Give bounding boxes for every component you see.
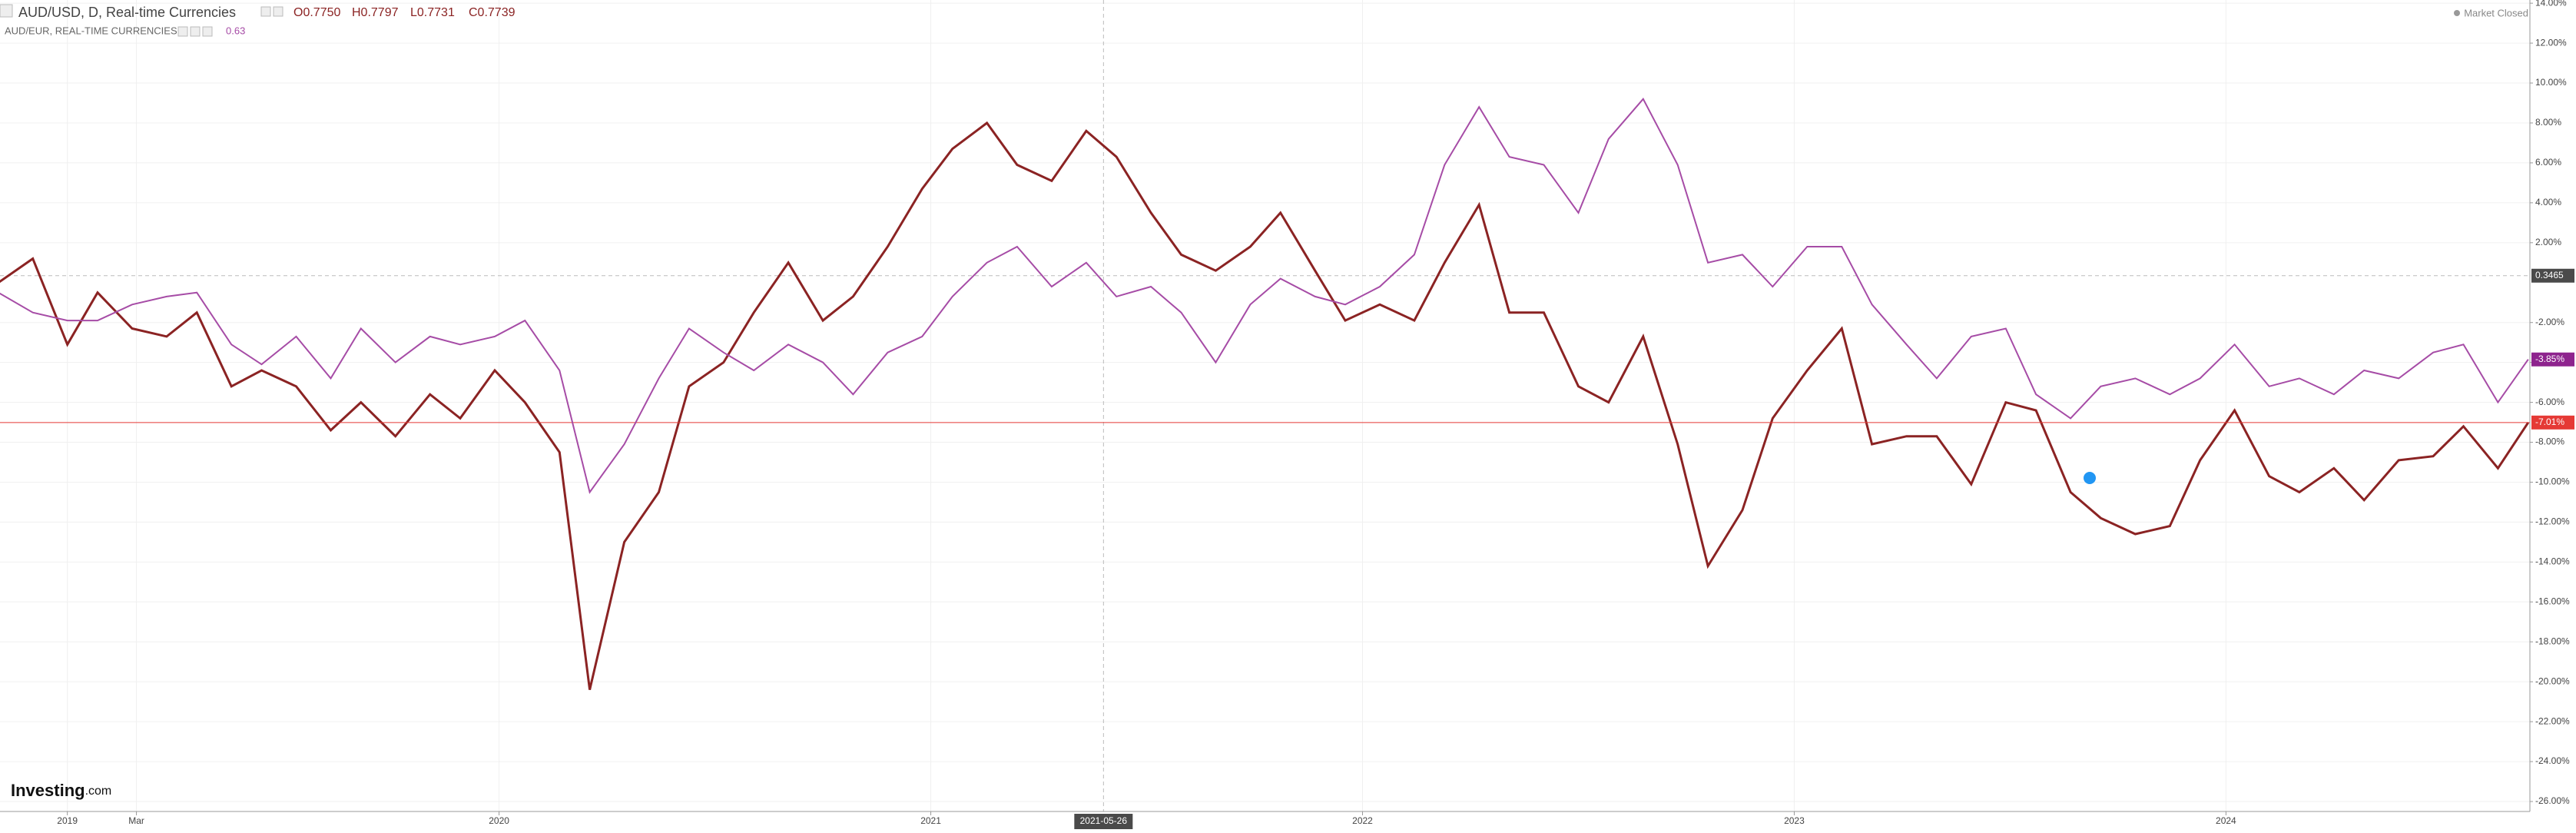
- event-marker[interactable]: [2084, 472, 2096, 484]
- x-tick-label: 2020: [489, 815, 509, 826]
- logo-main: Investing: [11, 781, 85, 800]
- x-tick-label: 2019: [57, 815, 78, 826]
- plot: [0, 98, 2530, 690]
- last-value-box: [2531, 415, 2574, 430]
- y-tick-label: -24.00%: [2535, 755, 2570, 766]
- ohlc-open: O0.7750: [293, 6, 340, 19]
- last-value-label: -7.01%: [2535, 416, 2564, 427]
- crosshair-y-box: [2531, 268, 2574, 283]
- y-tick-label: -22.00%: [2535, 715, 2570, 726]
- compare-icon[interactable]: [177, 26, 188, 37]
- y-tick-label: -16.00%: [2535, 596, 2570, 606]
- x-tick-label: Mar: [128, 815, 144, 826]
- last-value-box: [2531, 352, 2574, 367]
- last-value-label: -3.85%: [2535, 353, 2564, 364]
- crosshair-x-box: [1074, 814, 1133, 829]
- close-icon[interactable]: [273, 6, 283, 17]
- ohlc-high: H0.7797: [352, 6, 399, 19]
- x-tick-label: 2021: [920, 815, 941, 826]
- y-tick-label: 4.00%: [2535, 197, 2561, 207]
- y-tick-label: -10.00%: [2535, 476, 2570, 487]
- y-tick-label: -14.00%: [2535, 556, 2570, 567]
- y-tick-label: 14.00%: [2535, 0, 2567, 8]
- status-dot: [2454, 10, 2460, 16]
- market-status: Market Closed: [2464, 7, 2528, 18]
- x-tick-label: 2023: [1784, 815, 1805, 826]
- y-tick-label: 12.00%: [2535, 37, 2567, 48]
- y-tick-label: 6.00%: [2535, 157, 2561, 168]
- compare-value: 0.63: [226, 25, 245, 36]
- ohlc-low: L0.7731: [410, 6, 455, 19]
- main-symbol[interactable]: AUD/USD, D, Real-time Currencies: [18, 5, 236, 20]
- y-tick-label: -26.00%: [2535, 795, 2570, 806]
- y-tick-label: 8.00%: [2535, 117, 2561, 128]
- y-tick-label: 2.00%: [2535, 237, 2561, 247]
- y-tick-label: 10.00%: [2535, 77, 2567, 88]
- crosshair-x-label: 2021-05-26: [1080, 815, 1128, 826]
- x-tick-label: 2024: [2216, 815, 2236, 826]
- series-line: [0, 98, 2529, 494]
- y-tick-label: -20.00%: [2535, 675, 2570, 686]
- grid: [0, 0, 2530, 811]
- y-tick-label: -18.00%: [2535, 636, 2570, 646]
- compare-icon[interactable]: [190, 26, 201, 37]
- ohlc-close: C0.7739: [469, 6, 516, 19]
- logo-suffix: .com: [85, 785, 112, 798]
- logo: Investing.com: [11, 781, 111, 800]
- axes: 14.00% 12.00% 10.00% 8.00% 6.00% 4.00% 2.00% -2…: [57, 0, 2574, 829]
- series-line: [0, 121, 2530, 690]
- compare-symbol[interactable]: AUD/EUR, REAL-TIME CURRENCIES: [5, 25, 177, 36]
- y-tick-label: -8.00%: [2535, 436, 2564, 447]
- x-tick-label: 2022: [1352, 815, 1373, 826]
- crosshair-y-label: 0.3465: [2535, 270, 2564, 280]
- settings-icon[interactable]: [260, 6, 271, 17]
- menu-icon[interactable]: [0, 4, 13, 18]
- y-tick-label: -12.00%: [2535, 516, 2570, 527]
- y-tick-label: -2.00%: [2535, 317, 2564, 327]
- compare-icon[interactable]: [202, 26, 213, 37]
- y-tick-label: -6.00%: [2535, 397, 2564, 407]
